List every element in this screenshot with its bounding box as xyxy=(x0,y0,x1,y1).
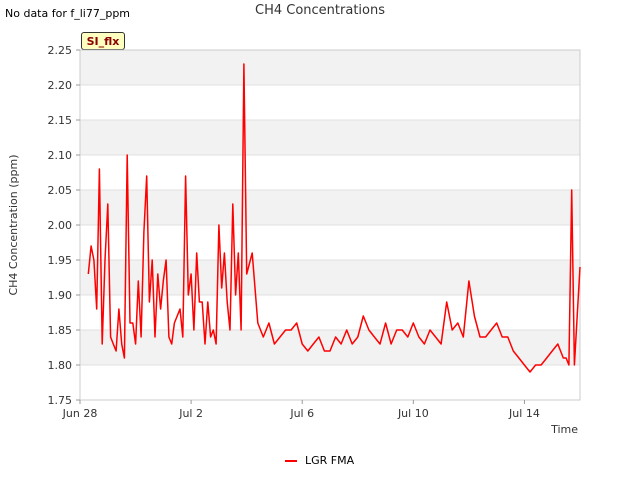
y-axis-label: CH4 Concentration (ppm) xyxy=(7,154,20,295)
y-tick-label: 2.00 xyxy=(48,219,73,232)
y-tick-label: 1.80 xyxy=(48,359,73,372)
y-axis-ticks: 1.75 1.80 1.85 1.90 1.95 2.00 2.05 2.10 2.15 2.20… xyxy=(48,44,80,407)
y-tick-label: 2.20 xyxy=(48,79,73,92)
y-tick-label: 1.75 xyxy=(48,394,73,407)
y-tick-label: 1.85 xyxy=(48,324,73,337)
x-axis-label: Time xyxy=(550,423,578,436)
series-line-lgr-fma xyxy=(87,63,581,373)
y-tick-label: 1.90 xyxy=(48,289,73,302)
plot-band xyxy=(80,50,580,85)
x-tick-label: Jul 2 xyxy=(178,407,203,420)
site-badge: SI_flx xyxy=(81,32,125,50)
y-tick-label: 2.05 xyxy=(48,184,73,197)
x-axis-ticks: Jun 28 Jul 2 Jul 6 Jul 10 Jul 14 xyxy=(62,400,540,420)
legend-label: LGR FMA xyxy=(305,454,355,467)
x-tick-label: Jul 6 xyxy=(289,407,314,420)
x-tick-label: Jun 28 xyxy=(62,407,98,420)
y-tick-label: 1.95 xyxy=(48,254,73,267)
legend: LGR FMA xyxy=(285,454,354,467)
plot-band xyxy=(80,120,580,155)
plot-bands xyxy=(80,50,580,365)
x-tick-label: Jul 14 xyxy=(508,407,540,420)
plot-band xyxy=(80,190,580,225)
plot-band xyxy=(80,260,580,295)
y-tick-label: 2.10 xyxy=(48,149,73,162)
legend-swatch xyxy=(285,459,297,462)
plot-band xyxy=(80,330,580,365)
series-layer xyxy=(87,63,581,373)
y-tick-label: 2.15 xyxy=(48,114,73,127)
y-tick-label: 2.25 xyxy=(48,44,73,57)
no-data-note: No data for f_li77_ppm xyxy=(5,7,131,20)
chart-title: CH4 Concentrations xyxy=(255,3,385,18)
x-tick-label: Jul 10 xyxy=(397,407,429,420)
